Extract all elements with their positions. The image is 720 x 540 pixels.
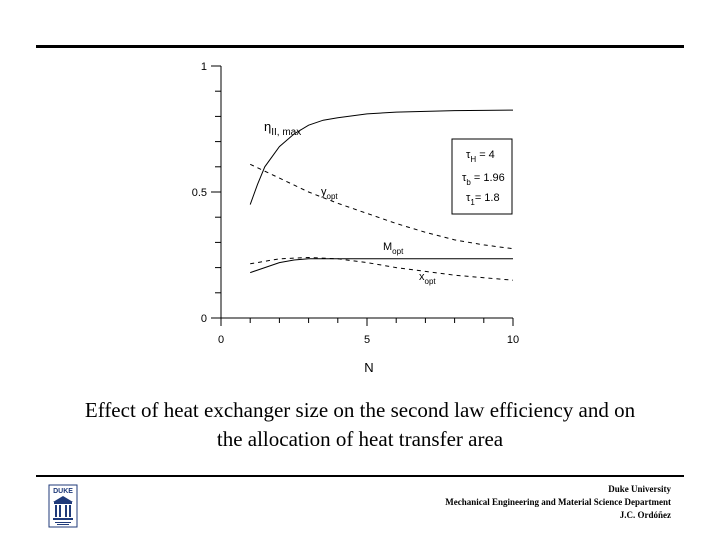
x-tick-label: 10 — [507, 334, 519, 346]
caption-line-1: Effect of heat exchanger size on the sec… — [84, 398, 636, 422]
y-tick-label: 1 — [201, 61, 207, 73]
logo-wordmark: DUKE — [53, 488, 73, 495]
yopt-curve-label: yopt — [321, 186, 338, 201]
mopt-curve-label: Mopt — [383, 241, 404, 256]
top-rule — [36, 45, 684, 48]
caption: Effect of heat exchanger size on the sec… — [20, 396, 700, 454]
xopt-curve-label: xopt — [419, 271, 436, 286]
legend-entry: τ1= 1.8 — [466, 192, 500, 207]
series-line-0 — [249, 109, 514, 205]
footer-department: Mechanical Engineering and Material Scie… — [445, 497, 671, 507]
legend-entry: τb = 1.96 — [462, 172, 505, 187]
y-tick-label: 0 — [201, 313, 207, 325]
legend-entry: τH = 4 — [466, 149, 495, 164]
duke-logo: DUKE — [48, 484, 78, 528]
x-axis-label: N — [364, 360, 373, 375]
eta-curve-label: ηII, max — [264, 119, 301, 138]
legend-box — [451, 138, 513, 215]
bottom-rule — [36, 475, 684, 477]
x-tick-label: 5 — [364, 334, 370, 346]
x-tick-label: 0 — [218, 334, 224, 346]
footer: Duke University Mechanical Engineering a… — [445, 483, 671, 522]
footer-author: J.C. Ordóñez — [619, 510, 671, 520]
y-tick-label: 0.5 — [192, 187, 207, 199]
caption-line-2: the allocation of heat transfer area — [216, 427, 504, 451]
series-line-1 — [249, 163, 514, 250]
series-line-2 — [250, 258, 513, 274]
footer-university: Duke University — [608, 484, 671, 494]
